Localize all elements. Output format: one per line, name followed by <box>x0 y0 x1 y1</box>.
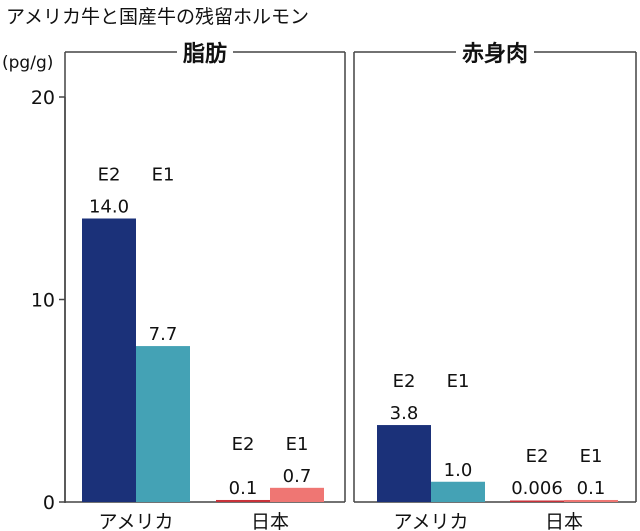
bar-value-label: 0.006 <box>511 478 563 499</box>
bar-e1 <box>270 487 324 502</box>
y-tick-label: 0 <box>43 492 55 514</box>
bar-e1 <box>136 346 190 502</box>
series-label: E2 <box>232 434 255 455</box>
series-label: E1 <box>286 434 309 455</box>
chart-title: アメリカ牛と国産牛の残留ホルモン <box>6 6 310 28</box>
series-label: E2 <box>98 165 121 186</box>
bar-e2 <box>216 499 270 502</box>
bar-e2 <box>377 425 431 502</box>
series-label: E1 <box>447 371 470 392</box>
panel-title: 赤身肉 <box>462 41 528 67</box>
series-label: E1 <box>580 446 603 467</box>
series-label: E1 <box>152 165 175 186</box>
bar-e2 <box>82 218 136 502</box>
series-label: E2 <box>393 371 416 392</box>
x-category-label: アメリカ <box>393 511 468 531</box>
series-label: E2 <box>526 446 549 467</box>
bar-value-label: 7.7 <box>149 324 178 345</box>
bar-value-label: 0.1 <box>577 478 606 499</box>
y-axis-unit-label: (pg/g) <box>2 53 54 73</box>
x-category-label: 日本 <box>251 511 289 531</box>
bar-e2 <box>510 500 564 502</box>
y-tick-label: 10 <box>31 290 55 312</box>
bar-value-label: 3.8 <box>390 403 419 424</box>
panel-title: 脂肪 <box>183 41 227 67</box>
bar-e1 <box>564 499 618 502</box>
bar-value-label: 14.0 <box>89 197 129 218</box>
x-category-label: アメリカ <box>98 511 173 531</box>
bar-value-label: 1.0 <box>444 460 473 481</box>
bar-value-label: 0.1 <box>229 478 258 499</box>
bar-e1 <box>431 481 485 502</box>
x-category-label: 日本 <box>545 511 583 531</box>
bar-value-label: 0.7 <box>283 466 312 487</box>
y-tick-label: 20 <box>31 87 55 109</box>
